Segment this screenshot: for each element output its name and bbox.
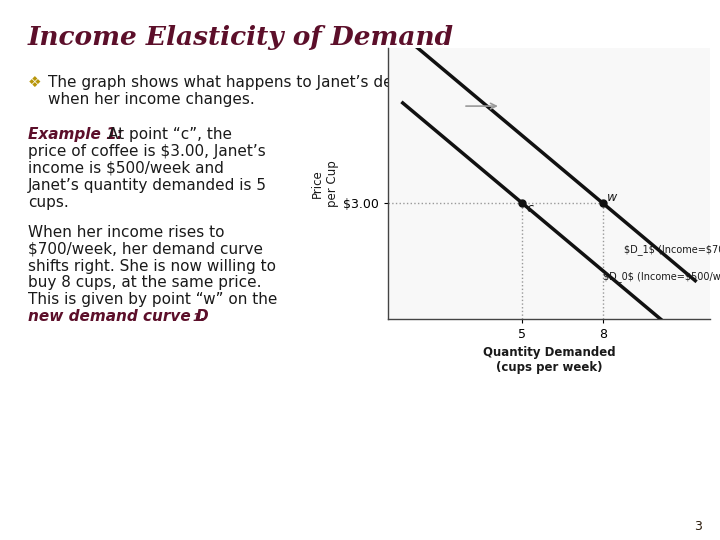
Text: when her income changes.: when her income changes. [48, 92, 255, 107]
Text: $D_0$ (Income=$500/week): $D_0$ (Income=$500/week) [603, 271, 720, 282]
Text: c: c [526, 201, 533, 214]
Text: cups.: cups. [28, 194, 68, 210]
Text: w: w [607, 191, 617, 204]
Text: income is $500/week and: income is $500/week and [28, 161, 224, 176]
Text: At point “c”, the: At point “c”, the [108, 127, 232, 142]
Text: shifts right. She is now willing to: shifts right. She is now willing to [28, 259, 276, 274]
Text: The graph shows what happens to Janet’s demand for coffee: The graph shows what happens to Janet’s … [48, 75, 515, 90]
Text: This is given by point “w” on the: This is given by point “w” on the [28, 293, 277, 307]
Text: $D_1$ (Income=$700/week): $D_1$ (Income=$700/week) [624, 244, 720, 255]
X-axis label: Quantity Demanded
(cups per week): Quantity Demanded (cups per week) [482, 346, 616, 374]
Text: .: . [199, 309, 204, 325]
Text: When her income rises to: When her income rises to [28, 225, 225, 240]
Text: Income Elasticity of Demand: Income Elasticity of Demand [28, 25, 454, 50]
Text: buy 8 cups, at the same price.: buy 8 cups, at the same price. [28, 275, 261, 291]
Y-axis label: Price
per Cup: Price per Cup [311, 160, 339, 207]
Text: 1: 1 [193, 313, 201, 323]
Text: $700/week, her demand curve: $700/week, her demand curve [28, 241, 263, 256]
Text: Janet’s quantity demanded is 5: Janet’s quantity demanded is 5 [28, 178, 267, 193]
Text: Example 1:: Example 1: [28, 127, 123, 142]
Text: 3: 3 [694, 520, 702, 533]
Text: new demand curve D: new demand curve D [28, 309, 209, 325]
Text: ❖: ❖ [28, 75, 42, 90]
Text: price of coffee is $3.00, Janet’s: price of coffee is $3.00, Janet’s [28, 144, 266, 159]
